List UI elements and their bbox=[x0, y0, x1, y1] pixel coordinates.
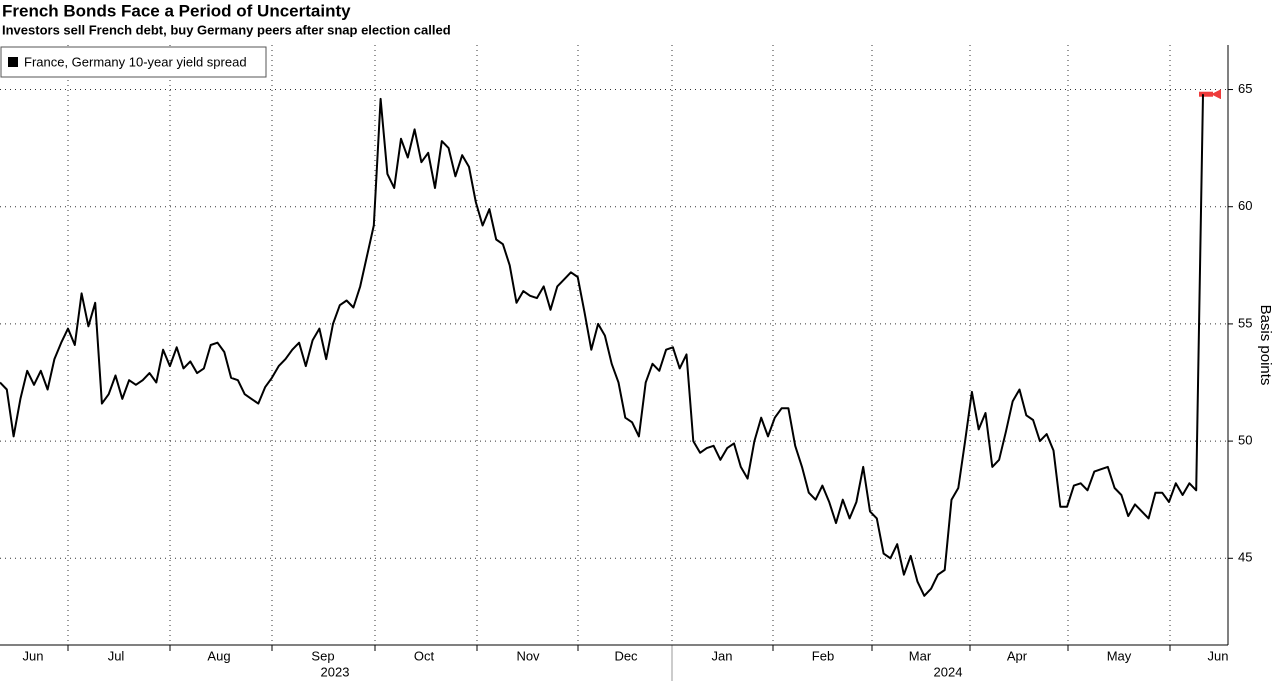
legend-swatch bbox=[8, 57, 18, 67]
x-tick-label: Nov bbox=[516, 648, 540, 663]
y-tick-label: 45 bbox=[1238, 550, 1252, 565]
x-tick-label: Apr bbox=[1007, 648, 1028, 663]
series-line bbox=[0, 94, 1204, 597]
legend-box bbox=[0, 46, 267, 78]
y-axis-label: Basis points bbox=[1257, 305, 1274, 386]
x-year-label: 2024 bbox=[934, 664, 963, 679]
x-tick-label: Oct bbox=[414, 648, 435, 663]
x-tick-label: Sep bbox=[311, 648, 334, 663]
x-tick-label: Jan bbox=[712, 648, 733, 663]
x-tick-label: Dec bbox=[614, 648, 638, 663]
x-tick-label: Mar bbox=[909, 648, 932, 663]
y-tick-label: 65 bbox=[1238, 81, 1252, 96]
chart-title: French Bonds Face a Period of Uncertaint… bbox=[2, 1, 351, 20]
legend-label: France, Germany 10-year yield spread bbox=[24, 54, 247, 69]
x-tick-label: Jun bbox=[1208, 648, 1229, 663]
y-tick-label: 60 bbox=[1238, 198, 1252, 213]
x-tick-label: May bbox=[1107, 648, 1132, 663]
x-tick-label: Aug bbox=[207, 648, 230, 663]
x-tick-label: Jun bbox=[23, 648, 44, 663]
x-year-label: 2023 bbox=[321, 664, 350, 679]
x-tick-label: Feb bbox=[812, 648, 834, 663]
chart-subtitle: Investors sell French debt, buy Germany … bbox=[2, 22, 451, 37]
legend: France, Germany 10-year yield spread bbox=[0, 46, 267, 78]
y-tick-label: 55 bbox=[1238, 315, 1252, 330]
y-tick-label: 50 bbox=[1238, 433, 1252, 448]
x-tick-label: Jul bbox=[108, 648, 125, 663]
